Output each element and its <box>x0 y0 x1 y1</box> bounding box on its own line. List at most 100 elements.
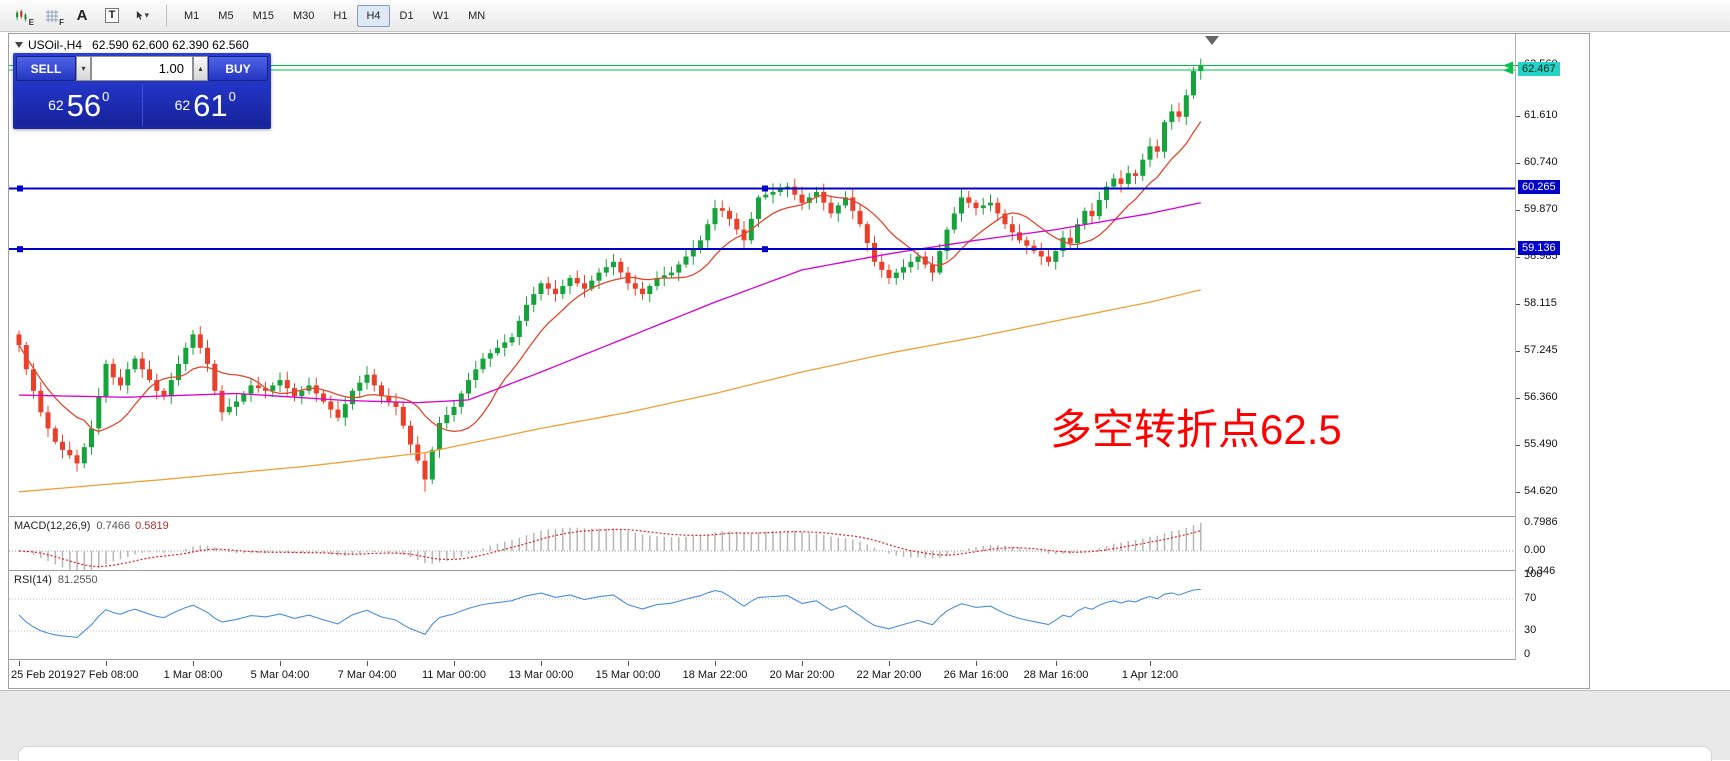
macd-canvas[interactable] <box>9 517 1515 570</box>
price-tick <box>1516 304 1520 305</box>
symbol-title: USOil-,H4 <box>28 38 83 52</box>
rsi-panel[interactable]: RSI(14) 81.2550 <box>9 571 1515 659</box>
price-tick <box>1516 210 1520 211</box>
timeframe-M30[interactable]: M30 <box>284 5 323 27</box>
bottom-strip <box>0 690 1730 761</box>
rsi-label: RSI(14) 81.2550 <box>14 574 98 586</box>
timeframe-H1[interactable]: H1 <box>324 5 356 27</box>
time-axis-label: 27 Feb 08:00 <box>73 669 139 681</box>
timeframe-M1[interactable]: M1 <box>175 5 208 27</box>
price-tick <box>1516 445 1520 446</box>
icon-badge-f: F <box>59 17 64 27</box>
rsi-scale-label: 0 <box>1524 648 1531 660</box>
time-axis-label: 13 Mar 00:00 <box>508 669 574 681</box>
oneclick-toggle-icon[interactable] <box>15 42 23 48</box>
time-tick <box>889 661 890 666</box>
macd-scale-label: -0.346 <box>1524 565 1556 577</box>
bottom-panel <box>18 746 1712 761</box>
timeframe-M15[interactable]: M15 <box>244 5 283 27</box>
price-scale-label: 55.490 <box>1524 438 1558 450</box>
text-label-icon[interactable]: A <box>68 4 96 28</box>
grid-glyph <box>45 9 59 22</box>
grid-icon[interactable]: F <box>38 4 66 28</box>
cursor-arrow-glyph <box>136 10 143 20</box>
time-axis-label: 1 Apr 12:00 <box>1121 669 1179 681</box>
panel-separator[interactable] <box>9 659 1589 660</box>
time-axis-label: 11 Mar 00:00 <box>421 669 487 681</box>
price-scale-label: 61.610 <box>1524 109 1558 121</box>
rsi-canvas[interactable] <box>9 571 1515 659</box>
time-axis-label: 22 Mar 20:00 <box>856 669 922 681</box>
time-tick <box>541 661 542 666</box>
candlestick-chart-canvas[interactable] <box>9 34 1515 516</box>
rsi-scale-label: 30 <box>1524 624 1537 636</box>
chevron-down-icon: ▾ <box>144 10 149 20</box>
time-tick <box>454 661 455 666</box>
letter-t-glyph: T <box>104 8 120 23</box>
sell-button[interactable]: SELL <box>16 56 76 81</box>
timeframe-H4[interactable]: H4 <box>357 4 390 27</box>
volume-input[interactable] <box>91 56 193 81</box>
volume-decrease-button[interactable]: ▾ <box>76 56 91 81</box>
price-divider <box>141 84 143 126</box>
price-tick <box>1516 257 1520 258</box>
price-badge: 60.265 <box>1518 180 1560 194</box>
top-toolbar: E F A T ▾ M1 M5 M15 M30 H1 H4 D1 W1 MN <box>0 0 1730 32</box>
buy-price-prefix: 62 <box>174 97 191 113</box>
panel-separator[interactable] <box>9 516 1589 517</box>
text-box-icon[interactable]: T <box>98 4 126 28</box>
macd-scale-label: 0.00 <box>1524 544 1546 556</box>
price-tick <box>1516 116 1520 117</box>
sell-price-display[interactable]: 62 56 0 <box>16 84 142 126</box>
price-tick <box>1516 492 1520 493</box>
cursor-tool-icon[interactable]: ▾ <box>128 4 156 28</box>
time-tick <box>976 661 977 666</box>
ohlc-values: 62.590 62.600 62.390 62.560 <box>92 38 249 52</box>
time-axis[interactable]: 25 Feb 2019 27 Feb 08:00 1 Mar 08:00 5 Mar … <box>9 660 1589 688</box>
time-tick <box>280 661 281 666</box>
timeframe-W1[interactable]: W1 <box>424 5 459 27</box>
price-badge: 59.136 <box>1518 241 1560 255</box>
macd-panel[interactable]: MACD(12,26,9) 0.7466 0.5819 <box>9 517 1515 570</box>
macd-label: MACD(12,26,9) 0.7466 0.5819 <box>14 520 169 532</box>
time-axis-label: 18 Mar 22:00 <box>682 669 748 681</box>
time-tick <box>715 661 716 666</box>
one-click-trading-panel: SELL ▾ ▴ BUY 62 56 0 62 61 0 <box>13 53 271 129</box>
price-scale-label: 58.115 <box>1524 297 1557 309</box>
candles-glyph <box>16 9 27 22</box>
volume-increase-button[interactable]: ▴ <box>193 56 208 81</box>
main-chart-area[interactable]: USOil-,H4 62.590 62.600 62.390 62.560 SE… <box>9 34 1515 516</box>
price-scale-label: 59.870 <box>1524 203 1558 215</box>
chart-shift-marker-icon[interactable] <box>1205 36 1219 45</box>
price-tick <box>1516 351 1520 352</box>
chart-annotation-text[interactable]: 多空转折点62.5 <box>1050 406 1342 453</box>
price-quote-row: 62 56 0 62 61 0 <box>16 84 268 126</box>
buy-price-big: 61 <box>193 87 228 123</box>
timeframe-D1[interactable]: D1 <box>391 5 423 27</box>
time-tick <box>367 661 368 666</box>
panel-separator[interactable] <box>9 570 1589 571</box>
time-axis-label: 25 Feb 2019 <box>11 669 73 681</box>
sell-price-sup: 0 <box>102 88 110 104</box>
macd-scale-label: 0.7986 <box>1524 516 1558 528</box>
timeframe-MN[interactable]: MN <box>459 5 494 27</box>
letter-a-glyph: A <box>76 7 88 24</box>
time-axis-label: 7 Mar 04:00 <box>337 669 397 681</box>
time-tick <box>1150 661 1151 666</box>
time-axis-label: 28 Mar 16:00 <box>1023 669 1089 681</box>
time-axis-label: 15 Mar 00:00 <box>595 669 661 681</box>
buy-price-display[interactable]: 62 61 0 <box>143 84 269 126</box>
price-scale[interactable]: 62.56061.61060.74059.87058.98558.11557.2… <box>1516 34 1589 660</box>
candlestick-editor-icon[interactable]: E <box>8 4 36 28</box>
time-axis-label: 26 Mar 16:00 <box>943 669 1009 681</box>
icon-badge-e: E <box>28 17 34 27</box>
price-scale-label: 56.360 <box>1524 391 1558 403</box>
buy-button[interactable]: BUY <box>208 56 268 81</box>
time-tick <box>19 661 20 666</box>
time-axis-label: 5 Mar 04:00 <box>250 669 310 681</box>
buy-price-sup: 0 <box>228 88 236 104</box>
price-scale-label: 54.620 <box>1524 485 1558 497</box>
timeframe-toolbar: M1 M5 M15 M30 H1 H4 D1 W1 MN <box>175 4 495 27</box>
time-tick <box>628 661 629 666</box>
timeframe-M5[interactable]: M5 <box>209 5 242 27</box>
